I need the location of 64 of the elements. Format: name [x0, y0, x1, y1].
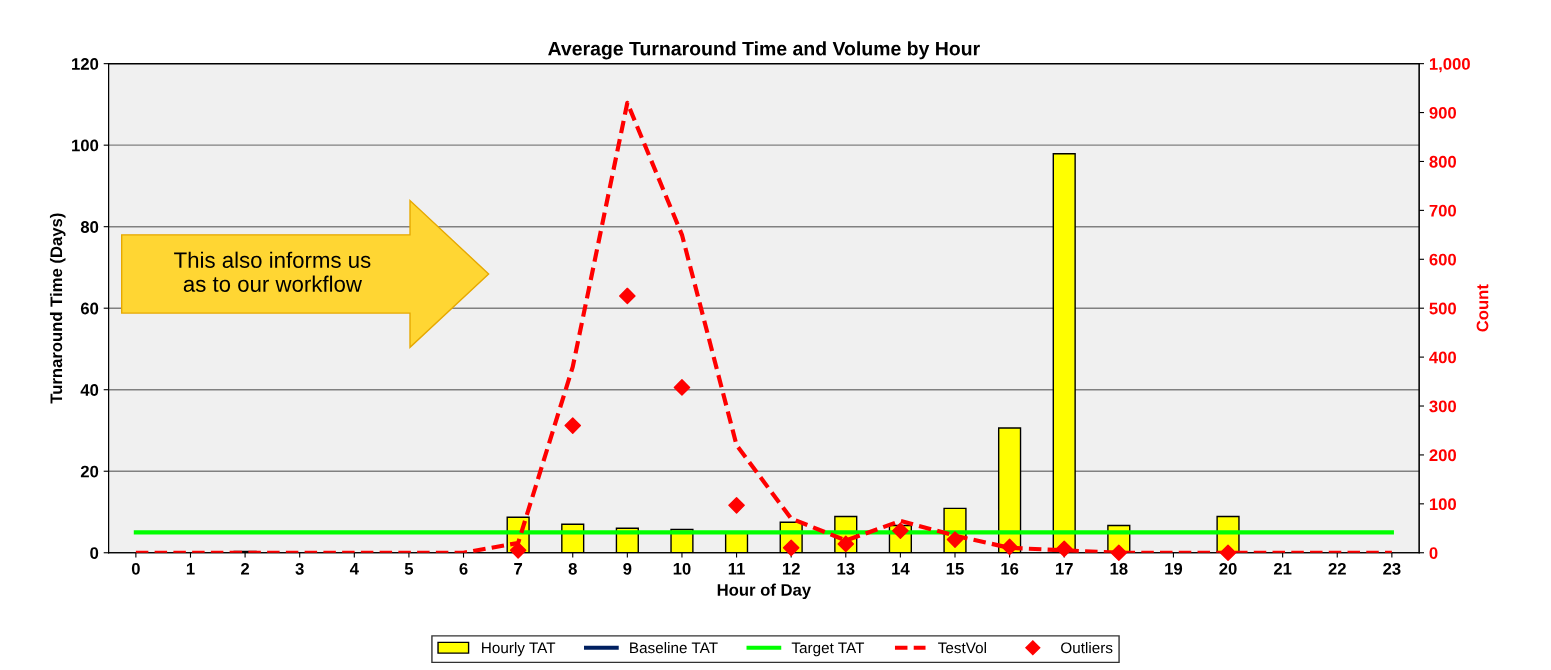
- y2-axis-title: Count: [1476, 284, 1489, 332]
- x-tick-label: 8: [568, 562, 577, 575]
- x-tick-label: 16: [1001, 562, 1019, 575]
- y-tick-label: 20: [80, 465, 99, 478]
- point: [619, 287, 636, 305]
- y-axis-title: Turnaround Time (Days): [49, 213, 66, 404]
- point: [946, 531, 964, 548]
- y2-tick-label: 800: [1429, 155, 1457, 168]
- y2-tick-label: 300: [1429, 400, 1457, 413]
- x-tick-label: 14: [892, 563, 910, 575]
- y-tick-label: 120: [72, 58, 99, 70]
- x-tick-label: 15: [946, 563, 964, 575]
- chart-title: Average Turnaround Time and Volume by Hour: [548, 41, 980, 60]
- x-tick-label: 4: [349, 563, 359, 575]
- x-tick-label: 21: [1273, 562, 1292, 575]
- x-tick-label: 11: [728, 563, 745, 575]
- legend-label: TestVol: [938, 642, 986, 654]
- x-tick-label: 19: [1165, 562, 1183, 575]
- point: [837, 535, 855, 553]
- x-tick-label: 9: [623, 562, 632, 575]
- x-tick-label: 22: [1328, 562, 1346, 575]
- x-tick-label: 3: [295, 562, 304, 575]
- point: [1110, 544, 1128, 562]
- y2-tick-label: 200: [1429, 449, 1457, 462]
- y2-tick-label: 0: [1429, 547, 1438, 559]
- x-tick-label: 18: [1110, 562, 1128, 575]
- point: [1001, 538, 1018, 556]
- y2-tick-label: 100: [1429, 498, 1457, 511]
- legend-label: Baseline TAT: [630, 642, 718, 654]
- x-tick-label: 17: [1055, 563, 1073, 575]
- y2-tick-label: 900: [1429, 106, 1457, 119]
- point: [509, 542, 527, 559]
- y-tick-label: 60: [80, 302, 99, 315]
- point: [782, 539, 800, 557]
- x-tick-label: 12: [782, 562, 800, 575]
- x-tick-label: 10: [673, 562, 691, 575]
- y2-tick-label: 1,000: [1429, 58, 1470, 73]
- legend-label: Outliers: [1061, 642, 1113, 654]
- x-axis-title: Hour of Day: [717, 583, 812, 600]
- legend-label: Hourly TAT: [482, 642, 556, 657]
- annotation: This also informs us as to our workflow: [174, 251, 371, 292]
- point: [1219, 544, 1237, 562]
- y2-tick-label: 600: [1429, 253, 1457, 266]
- point: [673, 379, 691, 396]
- x-tick-label: 6: [459, 562, 468, 575]
- legend-label: Target TAT: [791, 642, 865, 657]
- point: [564, 417, 582, 434]
- y2-tick-label: 500: [1429, 302, 1457, 315]
- y-tick-label: 100: [72, 139, 99, 152]
- point: [1055, 540, 1073, 558]
- x-tick-label: 13: [837, 562, 855, 575]
- x-tick-label: 1: [186, 563, 195, 575]
- x-tick-label: 0: [131, 562, 140, 575]
- point: [728, 497, 745, 514]
- y-tick-label: 0: [90, 547, 99, 559]
- y-tick-label: 80: [80, 221, 99, 233]
- x-tick-label: 7: [514, 563, 523, 575]
- y2-tick-label: 400: [1429, 351, 1457, 364]
- x-tick-label: 2: [241, 562, 250, 575]
- y-tick-label: 40: [80, 384, 99, 396]
- x-tick-label: 5: [404, 563, 414, 575]
- x-tick-label: 23: [1383, 562, 1401, 575]
- x-tick-label: 20: [1219, 562, 1237, 575]
- y2-tick-label: 700: [1429, 204, 1457, 217]
